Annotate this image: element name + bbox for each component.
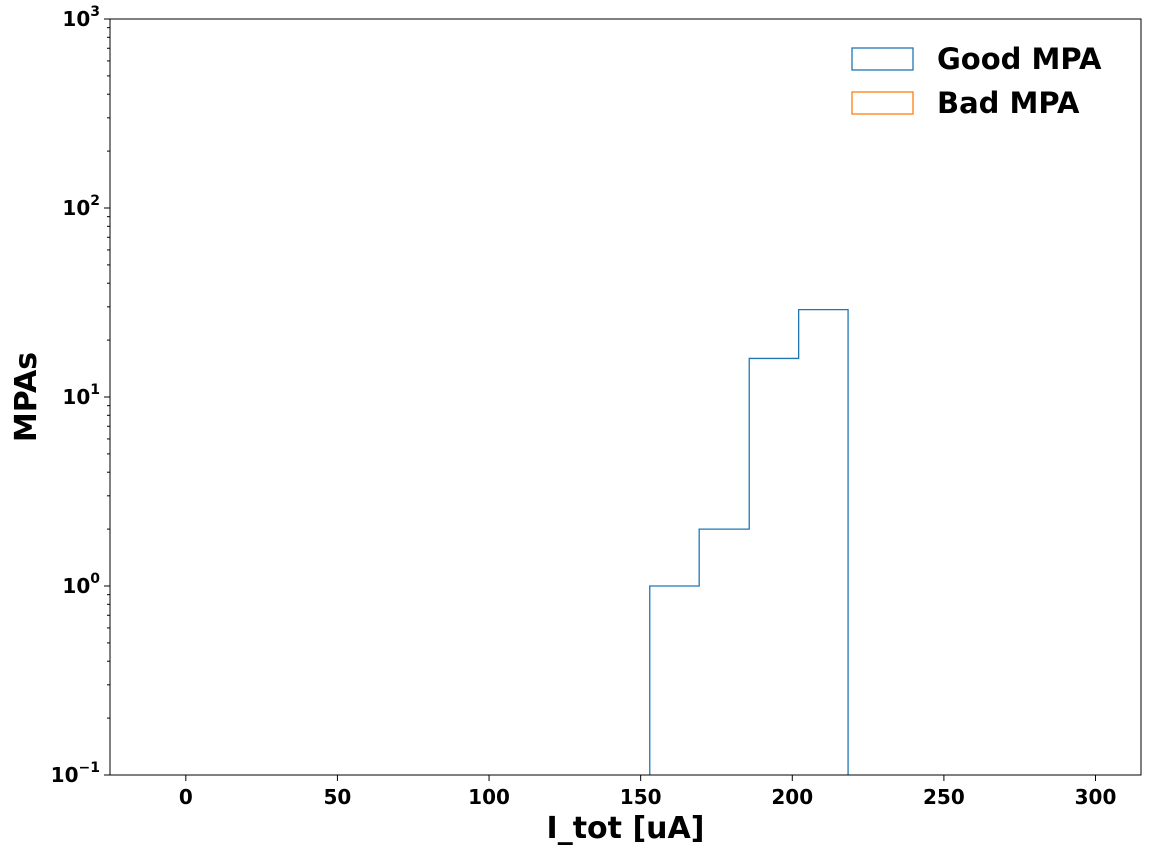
x-tick-label: 100 [468, 785, 510, 809]
x-tick-label: 0 [179, 785, 193, 809]
x-tick-label: 200 [771, 785, 813, 809]
y-tick-label: 10−1 [51, 760, 100, 787]
legend: Good MPA Bad MPA [851, 42, 1102, 120]
y-tick-label: 100 [62, 571, 100, 598]
x-axis: 0 50 100 150 200 250 300 [179, 775, 1117, 809]
histogram-series-good-mpa [649, 308, 849, 775]
x-tick-label: 300 [1075, 785, 1117, 809]
y-tick-label: 103 [62, 4, 100, 31]
y-axis-title: MPAs [9, 352, 44, 442]
legend-label: Good MPA [937, 42, 1102, 76]
legend-label: Bad MPA [937, 86, 1080, 120]
plot-frame [109, 18, 1142, 776]
legend-swatch [851, 47, 914, 71]
series-layer [649, 308, 849, 775]
y-tick-label: 101 [62, 382, 100, 409]
x-tick-label: 50 [324, 785, 352, 809]
x-tick-label: 150 [620, 785, 662, 809]
x-axis-title: I_tot [uA] [547, 811, 705, 846]
legend-swatch [851, 91, 914, 115]
y-tick-label: 102 [62, 193, 100, 220]
x-tick-label: 250 [923, 785, 965, 809]
y-axis: 10−1 100 101 102 103 [51, 4, 110, 787]
